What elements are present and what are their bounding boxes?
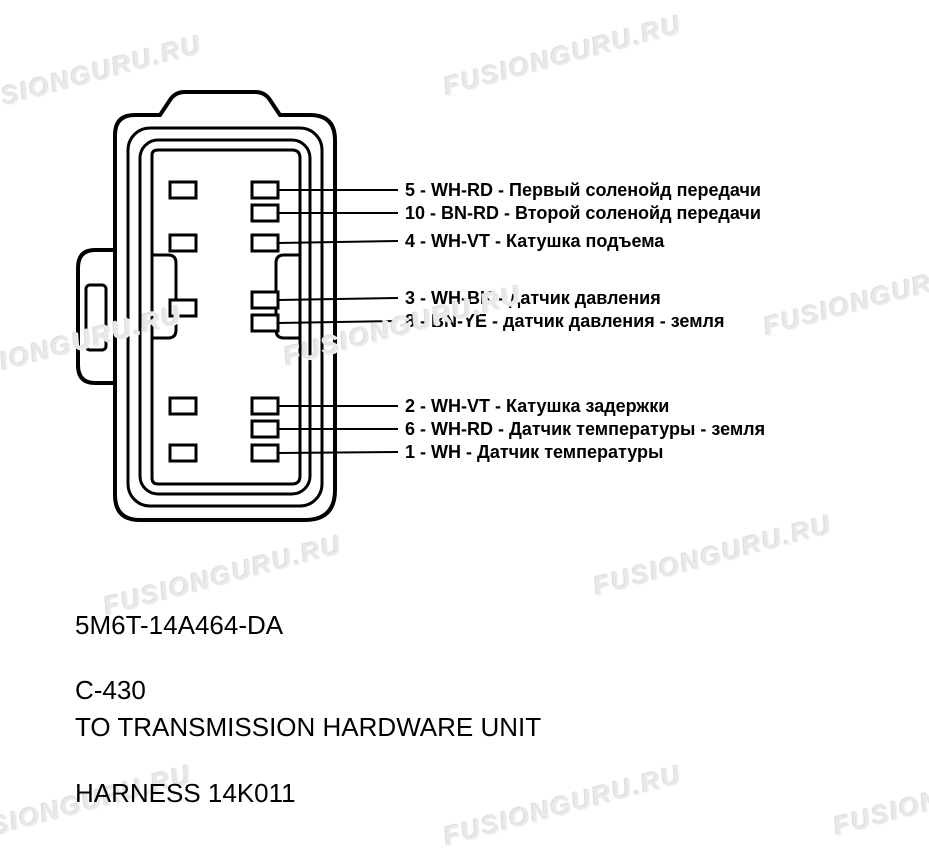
pin-desc: Первый соленойд передачи: [509, 180, 761, 200]
pin-num: 3: [405, 288, 415, 308]
svg-text:4 - WH-VT - Катушка подъема: 4 - WH-VT - Катушка подъема: [405, 231, 665, 251]
connector-body: [78, 92, 335, 520]
pin-desc: Датчик температуры - земля: [509, 419, 765, 439]
pin-desc: Катушка подъема: [506, 231, 665, 251]
pin-num: 10: [405, 203, 425, 223]
pin-code: BN-YE: [431, 311, 487, 331]
pin-desc: Датчик температуры: [477, 442, 663, 462]
pin-code: WH: [431, 442, 461, 462]
svg-text:6 - WH-RD - Датчик температуры: 6 - WH-RD - Датчик температуры - земля: [405, 419, 765, 439]
destination: TO TRANSMISSION HARDWARE UNIT: [75, 712, 541, 743]
connector-diagram: 5 - WH-RD - Первый соленойд передачи 10 …: [0, 0, 929, 600]
pin-code: WH-BK: [431, 288, 493, 308]
svg-text:1 - WH - Датчик температуры: 1 - WH - Датчик температуры: [405, 442, 663, 462]
pin-code: WH-RD: [431, 419, 493, 439]
harness: HARNESS 14K011: [75, 778, 296, 809]
pin-num: 1: [405, 442, 415, 462]
pin-code: WH-RD: [431, 180, 493, 200]
pin-code: WH-VT: [431, 396, 490, 416]
part-number: 5M6T-14A464-DA: [75, 610, 283, 641]
watermark: FUSIONGURU.RU: [830, 749, 929, 843]
connector-id: C-430: [75, 675, 146, 706]
svg-text:2 - WH-VT - Катушка задержки: 2 - WH-VT - Катушка задержки: [405, 396, 669, 416]
pin-desc: Катушка задержки: [506, 396, 669, 416]
pin-num: 8: [405, 311, 415, 331]
pin-code: WH-VT: [431, 231, 490, 251]
svg-text:8 - BN-YE - датчик давления -: 8 - BN-YE - датчик давления - земля: [405, 311, 724, 331]
pin-desc: Второй соленойд передачи: [515, 203, 761, 223]
pin-labels: 5 - WH-RD - Первый соленойд передачи 10 …: [405, 180, 765, 462]
pin-desc: датчик давления: [509, 288, 661, 308]
pin-desc: датчик давления - земля: [503, 311, 724, 331]
watermark: FUSIONGURU.RU: [440, 759, 685, 852]
pin-num: 4: [405, 231, 415, 251]
pin-code: BN-RD: [441, 203, 499, 223]
pin-num: 5: [405, 180, 415, 200]
pin-num: 6: [405, 419, 415, 439]
svg-text:5 - WH-RD - Первый соленойд пе: 5 - WH-RD - Первый соленойд передачи: [405, 180, 761, 200]
pin-num: 2: [405, 396, 415, 416]
svg-text:10 - BN-RD - Второй соленойд п: 10 - BN-RD - Второй соленойд передачи: [405, 203, 761, 223]
svg-text:3 - WH-BK - датчик давления: 3 - WH-BK - датчик давления: [405, 288, 661, 308]
